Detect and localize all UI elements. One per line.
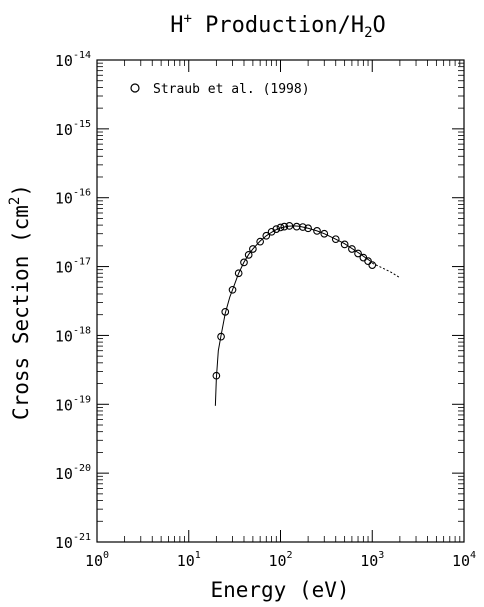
plot-frame xyxy=(96,59,465,543)
x-tick-base: 10 xyxy=(452,552,470,570)
x-tick-base: 10 xyxy=(85,552,103,570)
y-axis-label-text: Cross Section (cm xyxy=(9,205,33,420)
x-tick-label: 100 xyxy=(85,550,109,570)
data-point-marker xyxy=(280,222,289,231)
data-point-marker xyxy=(221,308,230,316)
y-tick-exponent: -15 xyxy=(73,119,91,130)
series-line-dotted xyxy=(372,262,401,279)
y-tick-label: 10-17 xyxy=(55,257,91,277)
data-point-marker xyxy=(249,245,257,253)
data-point-marker xyxy=(285,222,294,230)
data-point-marker xyxy=(212,371,221,380)
data-point-marker xyxy=(320,229,329,238)
series-markers xyxy=(212,222,377,380)
y-tick-base: 10 xyxy=(55,121,73,139)
y-tick-exponent: -18 xyxy=(73,325,91,336)
y-tick-base: 10 xyxy=(55,396,73,414)
x-tick-exponent: 2 xyxy=(287,550,293,561)
title-middle: Production/H xyxy=(192,13,364,38)
x-tick-label: 101 xyxy=(177,550,201,570)
x-axis-label: Energy (eV) xyxy=(210,578,349,602)
y-tick-base: 10 xyxy=(55,190,73,208)
y-tick-base: 10 xyxy=(55,465,73,483)
x-tick-label: 104 xyxy=(452,550,476,570)
y-tick-label: 10-20 xyxy=(55,463,91,483)
legend-marker xyxy=(130,83,140,93)
title-prefix-sup: + xyxy=(183,11,191,27)
y-tick-exponent: -17 xyxy=(73,257,91,268)
y-tick-base: 10 xyxy=(55,259,73,277)
x-tick-base: 10 xyxy=(268,552,286,570)
data-point-marker xyxy=(256,237,265,246)
y-axis-label-sup: 2 xyxy=(7,197,23,205)
y-tick-label: 10-19 xyxy=(55,394,91,414)
title-suffix: O xyxy=(373,13,386,38)
series-lines xyxy=(214,225,401,406)
x-tick-base: 10 xyxy=(177,552,195,570)
y-tick-exponent: -19 xyxy=(73,394,91,405)
data-point-marker xyxy=(348,245,356,253)
x-tick-label: 103 xyxy=(360,550,384,570)
data-point-marker xyxy=(262,231,271,240)
data-point-marker xyxy=(228,285,237,294)
y-tick-exponent: -14 xyxy=(73,50,91,61)
x-tick-base: 10 xyxy=(360,552,378,570)
data-point-marker xyxy=(234,269,243,278)
data-point-marker xyxy=(364,257,372,265)
data-point-marker xyxy=(313,227,321,235)
minor-ticks xyxy=(97,60,464,542)
y-axis-label: Cross Section (cm2) xyxy=(7,184,33,420)
data-point-marker xyxy=(276,223,285,232)
y-tick-label: 10-18 xyxy=(55,325,91,345)
data-point-marker xyxy=(240,258,248,267)
y-tick-base: 10 xyxy=(55,52,73,70)
data-point-marker xyxy=(298,223,307,231)
legend-label: Straub et al. (1998) xyxy=(153,82,310,97)
major-ticks xyxy=(96,59,465,543)
data-point-marker xyxy=(217,332,225,341)
y-tick-label: 10-15 xyxy=(55,119,91,139)
x-tick-label: 102 xyxy=(268,550,292,570)
x-tick-exponent: 3 xyxy=(378,550,384,561)
chart-title: H+ Production/H2O xyxy=(170,11,386,41)
data-point-marker xyxy=(340,240,349,249)
title-sub: 2 xyxy=(364,25,372,41)
y-tick-label: 10-21 xyxy=(55,532,91,552)
x-tick-exponent: 1 xyxy=(195,550,201,561)
y-tick-exponent: -16 xyxy=(73,188,91,199)
data-point-marker xyxy=(272,225,281,233)
series-line-solid xyxy=(214,225,373,406)
y-tick-exponent: -21 xyxy=(73,532,91,543)
title-prefix: H xyxy=(170,13,183,38)
x-tick-exponent: 4 xyxy=(470,550,476,561)
data-point-marker xyxy=(244,251,253,259)
y-tick-label: 10-14 xyxy=(55,50,91,70)
y-tick-label: 10-16 xyxy=(55,188,91,208)
data-point-marker xyxy=(354,249,362,258)
data-point-marker xyxy=(331,235,340,244)
y-tick-base: 10 xyxy=(55,534,73,552)
x-tick-labels: 100 101 102 103 104 xyxy=(85,550,476,570)
legend: Straub et al. (1998) xyxy=(130,82,310,97)
data-point-marker xyxy=(304,224,312,233)
x-tick-exponent: 0 xyxy=(103,550,109,561)
y-tick-base: 10 xyxy=(55,327,73,345)
data-point-marker xyxy=(368,261,377,269)
y-tick-exponent: -20 xyxy=(73,463,91,474)
y-axis-label-close: ) xyxy=(9,184,33,197)
